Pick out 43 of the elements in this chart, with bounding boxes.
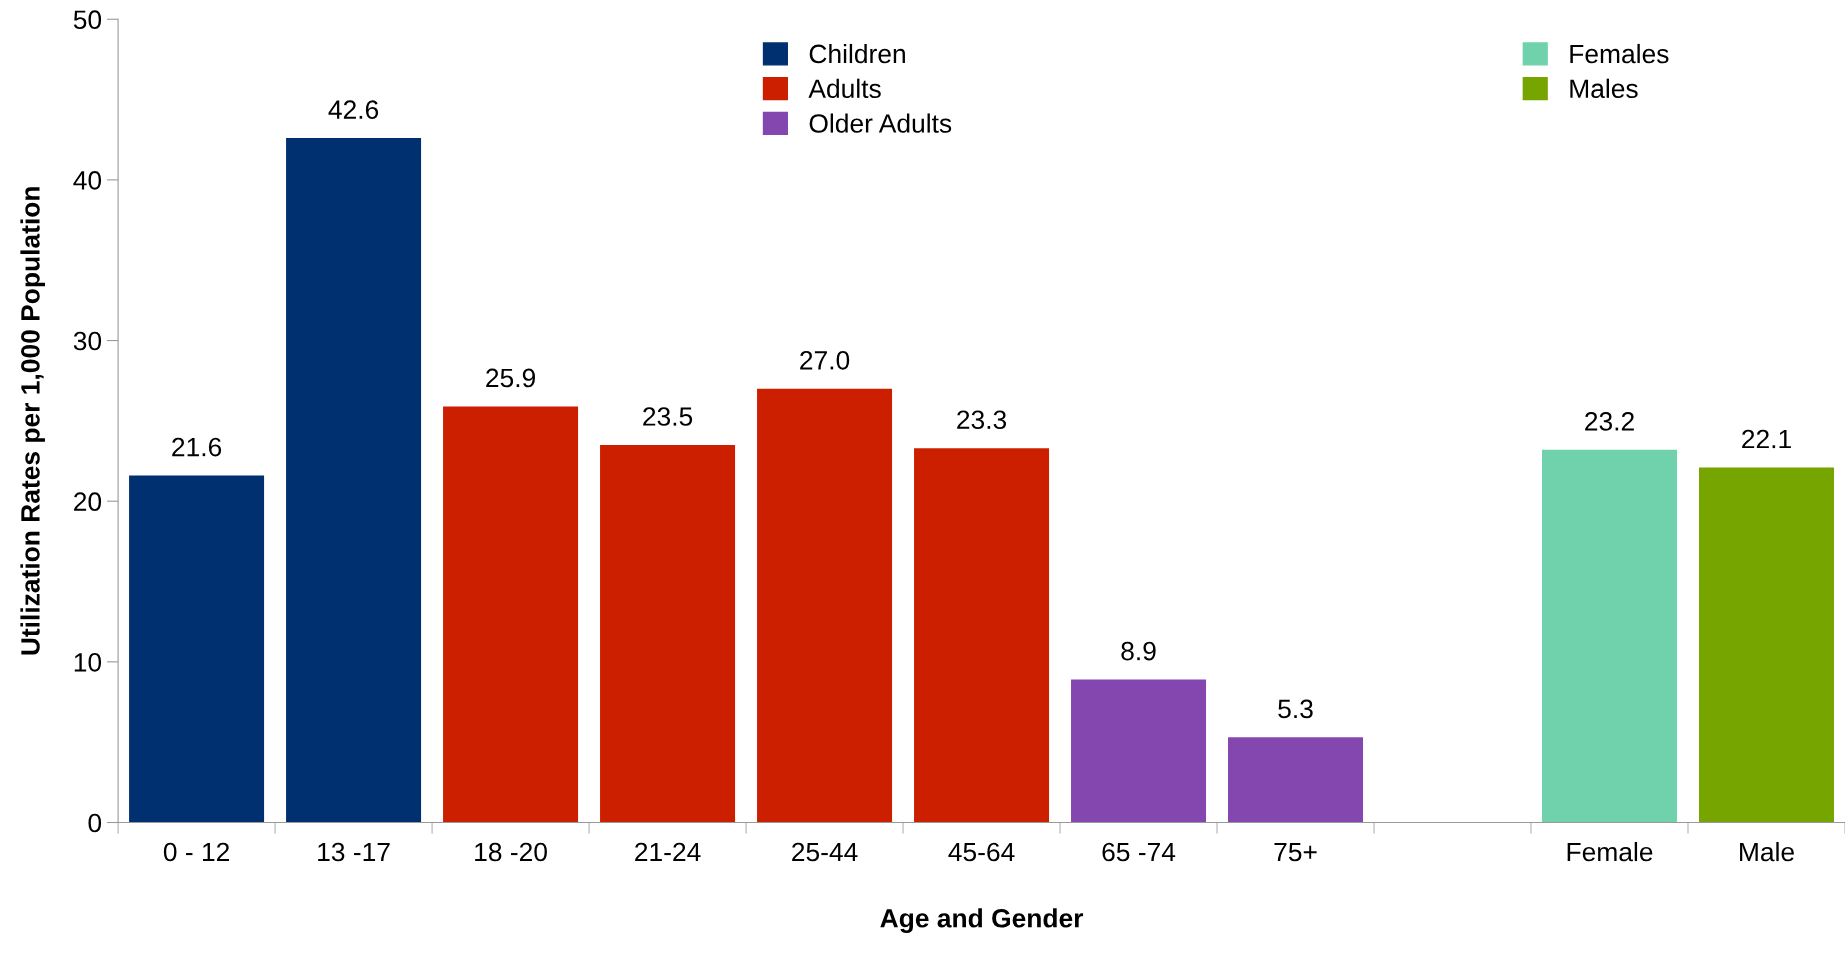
data-label: 5.3: [1278, 699, 1313, 719]
x-tick-label: Female: [1567, 841, 1653, 862]
legend-label: Males: [1570, 78, 1638, 99]
bar: [1228, 737, 1364, 823]
x-tick-label: 18 -20: [475, 842, 547, 862]
y-tick-label: 0: [88, 813, 102, 833]
x-tick-label: 25-44: [792, 842, 858, 862]
legend-label: Children: [809, 43, 905, 64]
data-label: 8.9: [1121, 641, 1156, 661]
bar: [914, 448, 1050, 823]
data-label: 21.6: [172, 437, 222, 457]
y-tick-label: 20: [74, 492, 102, 512]
y-tick-label: 30: [73, 331, 102, 351]
legend-label: Adults: [808, 78, 881, 99]
x-tick-label: Male: [1740, 841, 1794, 862]
x-tick-label: 65 -74: [1102, 842, 1176, 862]
bar: [129, 475, 265, 823]
bar: [443, 406, 579, 823]
bar: [600, 444, 736, 823]
x-tick-label: 75+: [1274, 842, 1317, 862]
bar: [1542, 449, 1678, 823]
data-label: 23.3: [957, 410, 1007, 430]
legend-label: Older Adults: [809, 113, 952, 133]
y-axis-title: Utilization Rates per 1,000 Population: [20, 187, 45, 655]
data-label: 42.6: [328, 100, 379, 120]
legend-label: Females: [1570, 43, 1669, 64]
bar: [757, 388, 893, 823]
x-tick-label: 45-64: [948, 842, 1015, 862]
data-label: 25.9: [486, 368, 535, 388]
y-tick-label: 10: [74, 652, 102, 672]
x-tick-label: 0 - 12: [163, 842, 229, 862]
bar: [286, 138, 422, 823]
y-tick-label: 50: [73, 10, 102, 30]
bar: [1071, 679, 1207, 823]
x-tick-label: 13 -17: [318, 842, 390, 862]
data-label: 23.5: [643, 407, 693, 426]
y-tick-label: 40: [73, 171, 102, 190]
x-axis-title: Age and Gender: [880, 908, 1084, 933]
data-label: 27.0: [800, 350, 850, 370]
bar: [1699, 467, 1835, 823]
x-tick-label: 21-24: [635, 842, 701, 862]
data-label: 22.1: [1742, 429, 1791, 449]
data-label: 23.2: [1585, 412, 1634, 431]
